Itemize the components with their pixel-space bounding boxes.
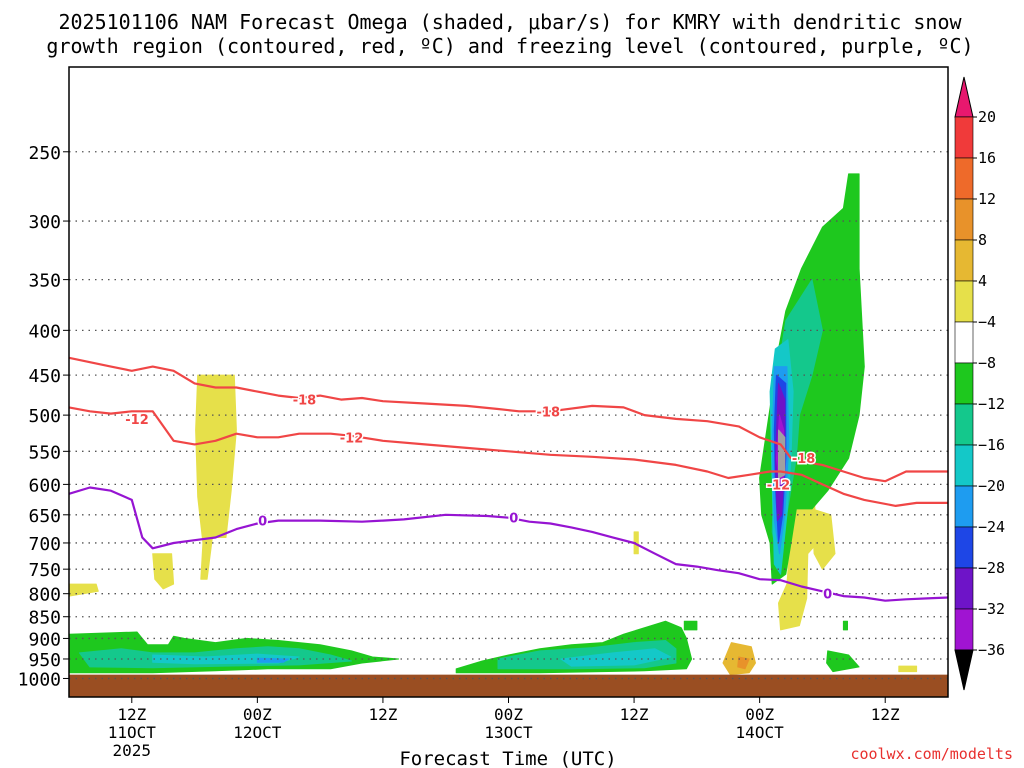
omega-region-13 xyxy=(842,620,848,631)
credit-link[interactable]: coolwx.com/modelts xyxy=(850,745,1013,763)
omega-region-12 xyxy=(826,650,860,673)
x-tick-label: 12Z xyxy=(117,705,146,724)
contour-label: 0 xyxy=(258,515,267,530)
colorbar-label: 8 xyxy=(978,231,987,249)
y-tick-label: 250 xyxy=(28,143,61,164)
y-tick-label: 500 xyxy=(28,406,61,427)
x-tick-label: 00Z xyxy=(494,705,523,724)
axes: 2503003504004505005506006507007508008509… xyxy=(18,66,949,760)
y-tick-label: 600 xyxy=(28,475,61,496)
colorbar-label: −8 xyxy=(978,354,996,372)
colorbar-swatch xyxy=(954,157,974,200)
colorbar-swatch xyxy=(954,567,974,610)
contour-label: -12 xyxy=(340,431,364,446)
chart-title: 2025101106 NAM Forecast Omega (shaded, μ… xyxy=(46,10,973,58)
contour-line-0-2 xyxy=(68,486,949,602)
colorbar-label: 12 xyxy=(978,190,996,208)
omega-region-0 xyxy=(195,374,237,580)
colorbar-swatch xyxy=(954,526,974,569)
colorbar-label: −36 xyxy=(978,641,1005,659)
colorbar-top-arrow xyxy=(954,76,974,118)
colorbar-label: −32 xyxy=(978,600,1005,618)
y-tick-label: 300 xyxy=(28,212,61,233)
x-tick-label: 12Z xyxy=(368,705,397,724)
contour-label: 0 xyxy=(823,588,832,603)
colorbar-swatch xyxy=(954,321,974,364)
x-axis-title: Forecast Time (UTC) xyxy=(399,748,616,768)
colorbar-label: −12 xyxy=(978,395,1005,413)
y-tick-label: 650 xyxy=(28,506,61,527)
contour-label: -12 xyxy=(767,478,791,493)
x-tick-label: 00Z xyxy=(243,705,272,724)
y-tick-label: 450 xyxy=(28,366,61,387)
x-tick-label: 12Z xyxy=(871,705,900,724)
contour-label: -12 xyxy=(125,413,149,428)
contour-line--12-1 xyxy=(68,406,948,507)
colorbar-swatch xyxy=(954,280,974,323)
colorbar-swatch xyxy=(954,116,974,159)
colorbar-swatch xyxy=(954,403,974,446)
contour-label: -18 xyxy=(293,394,317,409)
omega-region-26 xyxy=(778,429,786,479)
colorbar-swatch xyxy=(954,198,974,241)
y-tick-label: 750 xyxy=(28,560,61,581)
colorbar-swatch xyxy=(954,444,974,487)
colorbar-label: −24 xyxy=(978,518,1005,536)
colorbar-label: −4 xyxy=(978,313,996,331)
colorbar-swatch xyxy=(954,485,974,528)
plot-area xyxy=(68,67,948,697)
colorbar-label: 16 xyxy=(978,149,996,167)
colorbar-label: −16 xyxy=(978,436,1005,454)
colorbar-label: 4 xyxy=(978,272,987,290)
y-tick-label: 950 xyxy=(28,650,61,671)
x-tick-label: 00Z xyxy=(745,705,774,724)
y-tick-label: 400 xyxy=(28,321,61,342)
x-tick-date: 12OCT xyxy=(233,723,282,742)
y-tick-label: 800 xyxy=(28,585,61,606)
colorbar-bottom-arrow xyxy=(954,649,974,691)
y-tick-label: 700 xyxy=(28,534,61,555)
colorbar-swatch xyxy=(954,362,974,405)
y-tick-label: 350 xyxy=(28,271,61,292)
colorbar-label: −20 xyxy=(978,477,1005,495)
x-tick-date: 13OCT xyxy=(484,723,533,742)
colorbar-label: 20 xyxy=(978,108,996,126)
ground-surface xyxy=(69,674,948,697)
colorbar-swatch xyxy=(954,608,974,651)
omega-region-3 xyxy=(633,531,639,555)
x-tick-date: 14OCT xyxy=(736,723,785,742)
contour-label: -18 xyxy=(537,405,561,420)
colorbar: 20 16 12 8 4 −4 −8 −12 −16 −20 −24 −28 −32 −36 xyxy=(954,76,1005,691)
contour-label: 0 xyxy=(509,512,518,527)
y-tick-label: 550 xyxy=(28,442,61,463)
chart-title-line1: 2025101106 NAM Forecast Omega (shaded, μ… xyxy=(58,10,962,34)
y-tick-label: 1000 xyxy=(18,669,61,690)
omega-region-14 xyxy=(683,620,698,631)
x-tick-label: 12Z xyxy=(620,705,649,724)
omega-region-5 xyxy=(811,508,836,570)
x-tick-date: 11OCT xyxy=(108,723,157,742)
chart-title-line2: growth region (contoured, red, ºC) and f… xyxy=(46,34,973,58)
omega-region-6 xyxy=(898,665,918,673)
x-tick-year: 2025 xyxy=(113,741,152,760)
y-tick-label: 900 xyxy=(28,629,61,650)
omega-region-19 xyxy=(560,648,672,667)
omega-region-1 xyxy=(152,553,175,590)
contour-line--18-0 xyxy=(68,356,948,483)
contour-label: -18 xyxy=(792,452,816,467)
colorbar-label: −28 xyxy=(978,559,1005,577)
colorbar-swatch xyxy=(954,239,974,282)
y-tick-label: 850 xyxy=(28,608,61,629)
